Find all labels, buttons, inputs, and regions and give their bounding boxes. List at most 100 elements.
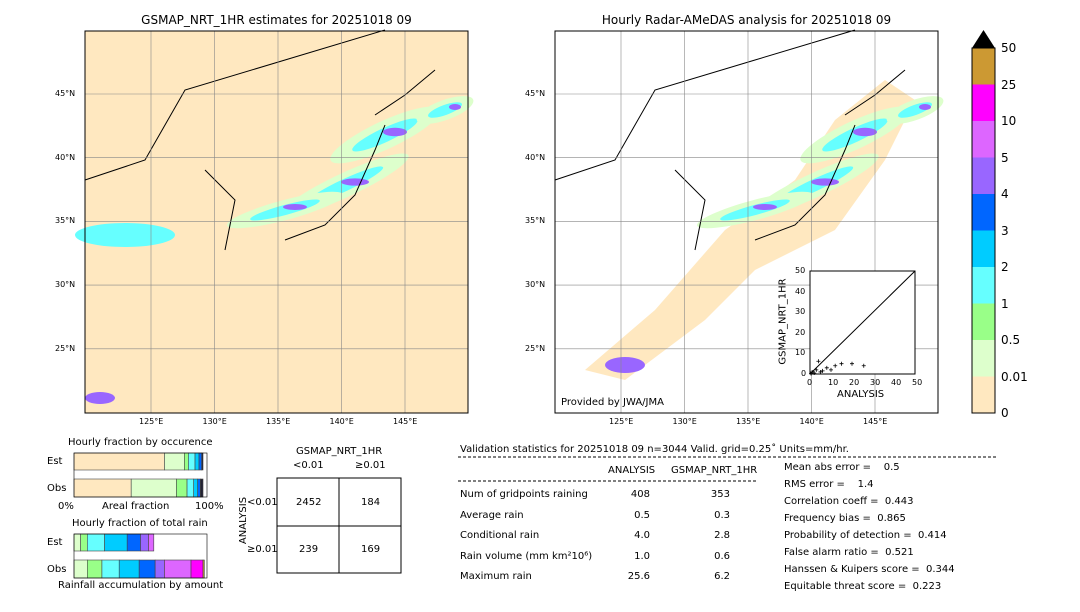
lat-tick: 45°N [525, 89, 546, 98]
scatter-point [816, 359, 821, 364]
occurrence-est-bar [188, 452, 196, 471]
scatter-point [839, 361, 844, 366]
score: Equitable threat score = 0.223 [784, 581, 942, 592]
occ-est-label: Est [47, 456, 63, 467]
rain-core [853, 127, 877, 137]
scatter-x-tick: 0 [807, 378, 813, 387]
total-rain-est-bar [104, 533, 128, 552]
occurrence-obs-bar [176, 478, 188, 498]
rain-core [811, 178, 839, 186]
colorbar-segment [972, 376, 995, 413]
right-map-title: Hourly Radar-AMeDAS analysis for 2025101… [601, 13, 892, 27]
lat-tick: 40°N [55, 152, 76, 162]
scatter-x-tick: 40 [891, 378, 902, 387]
colorbar-segment [972, 194, 995, 231]
rain-area [352, 118, 418, 152]
total-rain-obs-bar [164, 559, 192, 579]
lon-tick: 140°E [799, 417, 824, 426]
total-rain-est-bar [73, 533, 81, 552]
stat-analysis: 408 [630, 489, 650, 500]
colorbar-segment [972, 267, 995, 304]
scatter-point [818, 369, 823, 374]
total-rain-obs-bar [87, 559, 103, 579]
total-rain-est-bar [126, 533, 141, 552]
diagonal [809, 270, 916, 375]
stat-analysis: 4.0 [634, 530, 650, 541]
colorbar-label: 10 [1001, 114, 1017, 128]
ct-col2: ≥0.01 [355, 460, 386, 471]
col-gsmap: GSMAP_NRT_1HR [671, 465, 758, 476]
map-frame [84, 30, 469, 414]
total-rain-est-bar [80, 533, 88, 552]
score: Hanssen & Kuipers score = 0.344 [784, 564, 955, 575]
tr-xlabel: Rainfall accumulation by amount [58, 580, 224, 591]
colorbar-segment [972, 340, 995, 377]
ct-row1: <0.01 [247, 497, 278, 508]
colorbar-label: 4 [1001, 187, 1009, 201]
rain-core [341, 178, 369, 186]
rain-area [822, 118, 888, 152]
occ-right: 100% [195, 501, 224, 512]
colorbar-label: 0.01 [1001, 369, 1028, 384]
lon-tick: 145°E [393, 417, 418, 426]
stat-label: Average rain [460, 509, 524, 521]
lon-tick: 125°E [609, 417, 634, 426]
col-analysis: ANALYSIS [608, 465, 656, 476]
total-rain-frame [73, 533, 208, 579]
lon-tick: 145°E [863, 417, 888, 426]
stat-label: Maximum rain [460, 571, 532, 582]
scatter-point [812, 370, 817, 375]
tr-est-label: Est [47, 537, 63, 548]
stat-gsmap: 353 [710, 489, 730, 500]
rain-core [383, 127, 407, 137]
colorbar-label: 2 [1001, 260, 1009, 274]
stat-gsmap: 6.2 [714, 571, 730, 582]
occurrence-obs-bar [130, 478, 177, 498]
scatter-y-tick: 50 [795, 266, 806, 275]
scatter-y-tick: 10 [795, 348, 806, 358]
ct-row2: ≥0.01 [247, 544, 278, 555]
stat-label: Conditional rain [460, 530, 540, 541]
score: False alarm ratio = 0.521 [784, 547, 914, 558]
stat-label: Rain volume (mm km²10⁶) [460, 550, 593, 562]
left-map-title: GSMAP_NRT_1HR estimates for 20251018 09 [141, 13, 412, 27]
scatter-point [814, 367, 819, 372]
occ-left: 0% [58, 501, 74, 512]
scatter-y-tick: 40 [795, 286, 806, 296]
lon-tick: 135°E [736, 417, 761, 426]
lat-tick: 25°N [525, 343, 546, 353]
occ-xlabel: Areal fraction [102, 501, 170, 512]
colorbar-extend [972, 30, 995, 48]
score: Correlation coeff = 0.443 [784, 496, 914, 507]
ct-title: GSMAP_NRT_1HR [296, 446, 383, 457]
total-rain-obs-bar [190, 559, 204, 579]
colorbar-frame [971, 47, 996, 414]
lat-tick: 35°N [525, 216, 546, 226]
occurrence-est-bar [184, 452, 189, 471]
scatter-x-tick: 20 [849, 378, 860, 387]
rain-core [449, 104, 461, 110]
colorbar-label: 25 [1001, 77, 1017, 92]
total-rain-est-bar [87, 533, 105, 552]
scatter-xlabel: ANALYSIS [837, 389, 885, 400]
rain-area [75, 223, 175, 247]
stat-analysis: 25.6 [627, 571, 650, 582]
lat-tick: 30°N [525, 280, 546, 290]
scatter-y-tick: 20 [795, 327, 806, 337]
lon-tick: 140°E [329, 417, 354, 426]
lon-tick: 130°E [202, 417, 227, 426]
occurrence-est-bar [201, 452, 204, 471]
occurrence-est-bar [194, 452, 200, 471]
score: Mean abs error = 0.5 [784, 462, 900, 473]
ct-col1: <0.01 [293, 460, 324, 471]
score: Frequency bias = 0.865 [784, 513, 906, 524]
score: RMS error = 1.4 [784, 479, 874, 490]
colorbar-segment [972, 303, 995, 340]
colorbar-label: 50 [1001, 41, 1017, 55]
scatter-point [809, 371, 814, 376]
total-rain-obs-bar [154, 559, 165, 579]
ct-cell: 184 [361, 497, 381, 508]
total-rain-obs-bar [73, 559, 88, 579]
